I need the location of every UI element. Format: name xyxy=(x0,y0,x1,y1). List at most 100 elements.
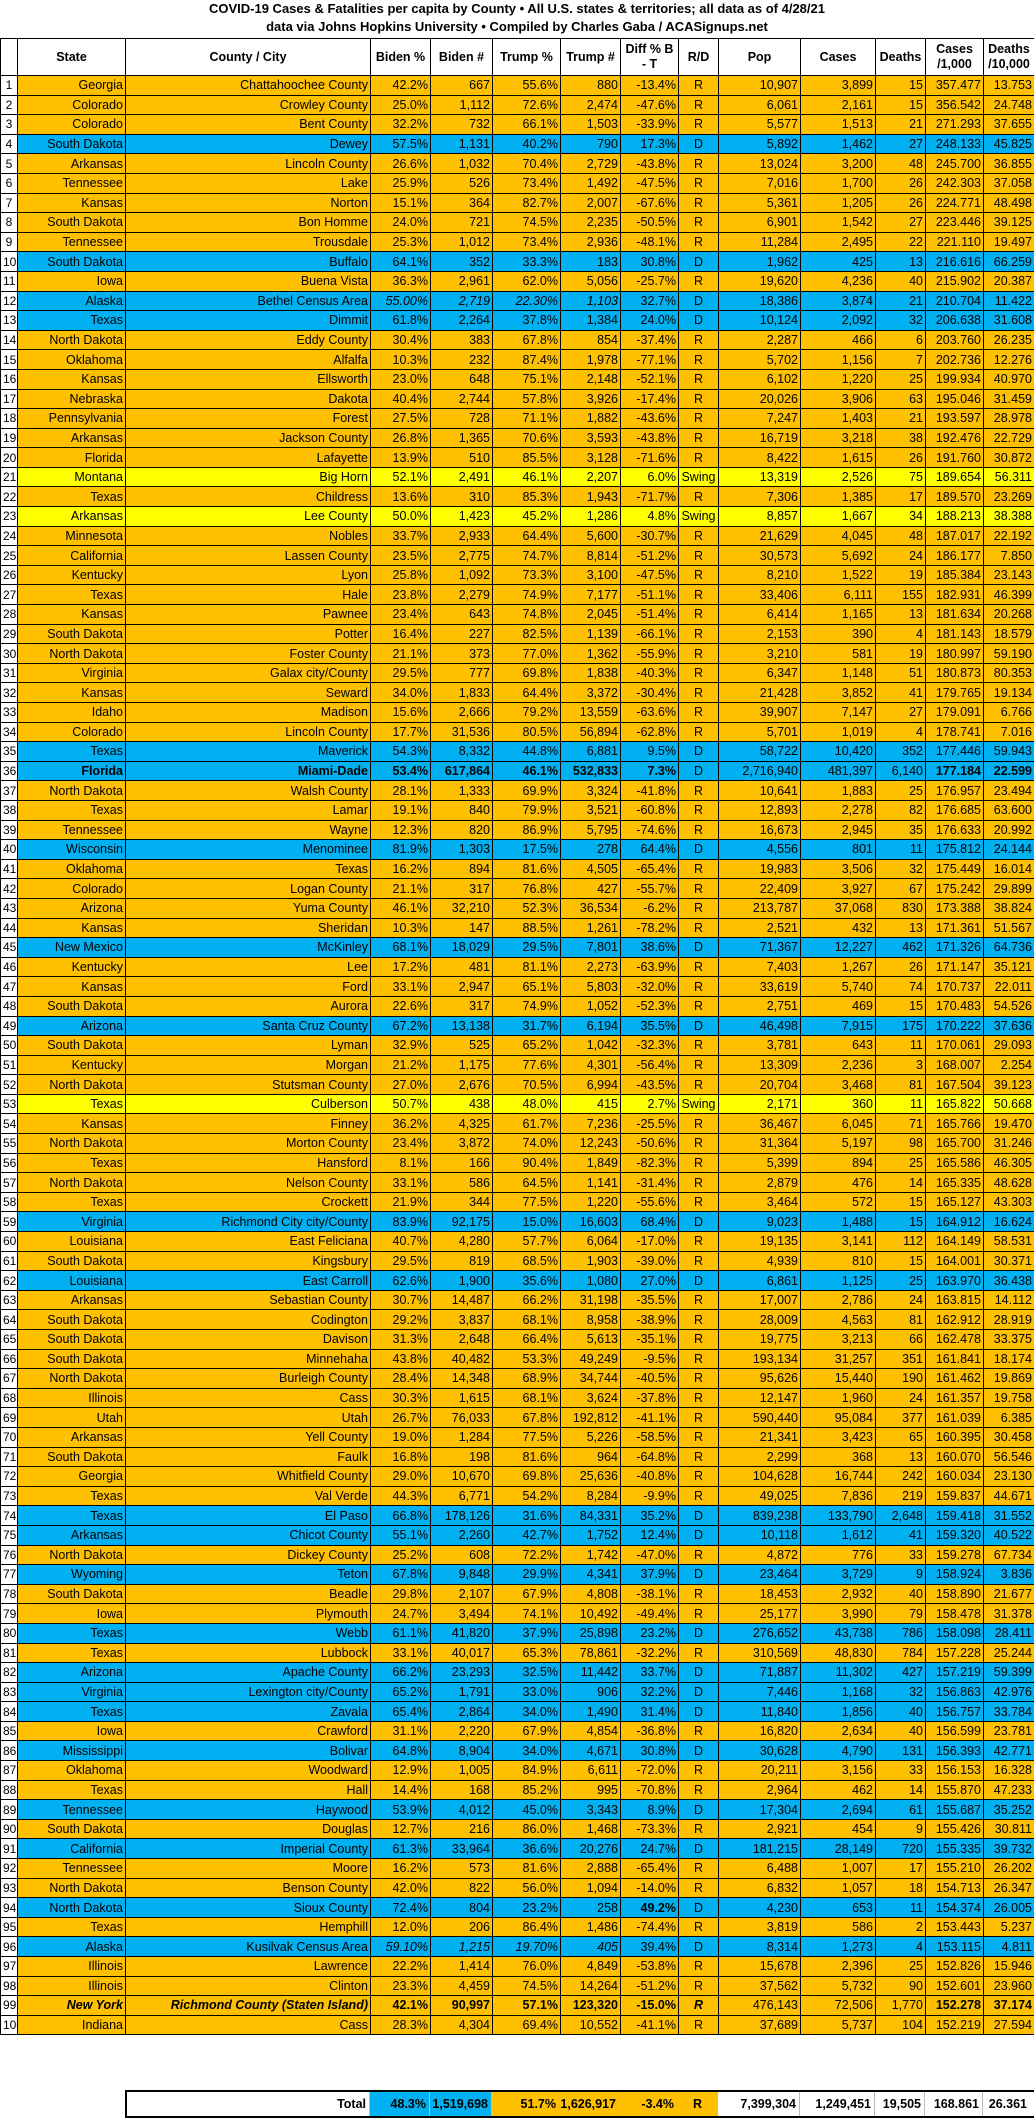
cell-deaths: 33 xyxy=(875,1760,926,1781)
cell-deaths: 25 xyxy=(875,1270,926,1291)
cell-trump-pct: 48.0% xyxy=(492,1093,561,1115)
cell-biden-num: 8,332 xyxy=(430,741,493,762)
cell-state: South Dakota xyxy=(17,1446,126,1468)
table-row: 77 Wyoming Teton 67.8% 9,848 29.9% 4,341 37.9% D… xyxy=(0,1564,1034,1585)
cell-rank: 85 xyxy=(0,1720,18,1742)
cell-rd: R xyxy=(678,604,719,625)
cell-cases: 3,141 xyxy=(800,1231,876,1252)
cell-trump-num: 6,194 xyxy=(560,1015,621,1037)
cell-state: Texas xyxy=(17,1505,126,1526)
cell-pop: 2,921 xyxy=(718,1818,801,1840)
cell-cases-per-1000: 187.017 xyxy=(925,525,984,547)
cell-trump-num: 1,903 xyxy=(560,1250,621,1272)
cell-county: Moore xyxy=(125,1858,371,1879)
cell-biden-num: 13,138 xyxy=(430,1015,493,1037)
cell-rank: 94 xyxy=(0,1897,18,1918)
cell-trump-pct: 86.4% xyxy=(492,1916,561,1938)
cell-cases-per-1000: 206.638 xyxy=(925,310,984,331)
cell-rd: R xyxy=(678,1054,719,1076)
cell-cases-per-1000: 189.654 xyxy=(925,466,984,488)
cell-biden-pct: 16.4% xyxy=(370,623,431,645)
cell-county: Bethel Census Area xyxy=(125,290,371,312)
cell-diff: -73.3% xyxy=(620,1818,679,1840)
cell-cases-per-1000: 180.997 xyxy=(925,643,984,664)
table-row: 10 South Dakota Buffalo 64.1% 352 33.3% 183 30.… xyxy=(0,251,1034,272)
cell-diff: -38.1% xyxy=(620,1583,679,1605)
cell-biden-pct: 68.1% xyxy=(370,937,431,958)
cell-rank: 71 xyxy=(0,1446,18,1468)
cell-rank: 19 xyxy=(0,427,18,449)
cell-biden-pct: 26.8% xyxy=(370,427,431,449)
cell-biden-num: 573 xyxy=(430,1858,493,1879)
cell-trump-num: 10,492 xyxy=(560,1603,621,1624)
cell-pop: 10,907 xyxy=(718,75,801,96)
cell-trump-num: 8,958 xyxy=(560,1309,621,1330)
cell-state: New York xyxy=(17,1995,126,2016)
cell-state: Texas xyxy=(17,1642,126,1664)
cell-state: Minnesota xyxy=(17,525,126,547)
cell-rd: R xyxy=(678,270,719,292)
cell-biden-num: 1,833 xyxy=(430,682,493,703)
cell-biden-num: 40,017 xyxy=(430,1642,493,1664)
cell-deaths: 25 xyxy=(875,780,926,801)
cell-trump-num: 2,007 xyxy=(560,192,621,214)
cell-pop: 11,840 xyxy=(718,1701,801,1722)
cell-biden-pct: 25.9% xyxy=(370,172,431,194)
cell-rank: 76 xyxy=(0,1544,18,1566)
cell-rd: D xyxy=(678,1740,719,1762)
cell-diff: -52.1% xyxy=(620,368,679,390)
cell-deaths-per-10000: 28.411 xyxy=(983,1622,1034,1644)
cell-rank: 57 xyxy=(0,1172,18,1193)
cell-trump-pct: 40.2% xyxy=(492,133,561,155)
cell-deaths: 51 xyxy=(875,662,926,684)
cell-state: North Dakota xyxy=(17,1544,126,1566)
cell-trump-num: 5,613 xyxy=(560,1329,621,1350)
cell-biden-num: 728 xyxy=(430,408,493,429)
cell-diff: 27.0% xyxy=(620,1270,679,1291)
cell-county: Faulk xyxy=(125,1446,371,1468)
cell-deaths-per-10000: 36.855 xyxy=(983,153,1034,174)
cell-trump-pct: 67.8% xyxy=(492,329,561,351)
column-header-deaths-per-10000: Deaths /10,000 xyxy=(983,38,1034,76)
total-rd: R xyxy=(678,2092,718,2116)
cell-cases-per-1000: 357.477 xyxy=(925,75,984,96)
cell-deaths: 75 xyxy=(875,466,926,488)
cell-rank: 89 xyxy=(0,1799,18,1820)
cell-state: Kentucky xyxy=(17,956,126,978)
cell-deaths-per-10000: 43.303 xyxy=(983,1191,1034,1213)
cell-rank: 28 xyxy=(0,604,18,625)
cell-cases: 28,149 xyxy=(800,1838,876,1860)
cell-biden-pct: 12.7% xyxy=(370,1818,431,1840)
cell-biden-num: 40,482 xyxy=(430,1348,493,1370)
cell-pop: 13,024 xyxy=(718,153,801,174)
cell-state: Illinois xyxy=(17,1975,126,1997)
cell-biden-num: 23,293 xyxy=(430,1662,493,1683)
cell-state: Illinois xyxy=(17,1387,126,1409)
cell-cases: 1,220 xyxy=(800,368,876,390)
cell-pop: 5,399 xyxy=(718,1152,801,1174)
cell-cases-per-1000: 156.393 xyxy=(925,1740,984,1762)
cell-diff: 33.7% xyxy=(620,1662,679,1683)
cell-pop: 3,781 xyxy=(718,1035,801,1056)
table-row: 52 North Dakota Stutsman County 27.0% 2,676 7… xyxy=(0,1074,1034,1095)
cell-diff: 38.6% xyxy=(620,937,679,958)
cell-biden-num: 6,771 xyxy=(430,1485,493,1507)
cell-pop: 10,118 xyxy=(718,1524,801,1546)
cell-biden-pct: 12.9% xyxy=(370,1760,431,1781)
cell-diff: -47.5% xyxy=(620,172,679,194)
cell-pop: 2,171 xyxy=(718,1093,801,1115)
cell-trump-pct: 42.7% xyxy=(492,1524,561,1546)
cell-deaths-per-10000: 22.599 xyxy=(983,760,1034,782)
cell-county: Sebastian County xyxy=(125,1289,371,1311)
column-header-cases: Cases xyxy=(800,38,876,76)
cell-cases-per-1000: 248.133 xyxy=(925,133,984,155)
cell-deaths-per-10000: 39.123 xyxy=(983,1074,1034,1095)
cell-biden-num: 168 xyxy=(430,1779,493,1801)
cell-biden-num: 8,904 xyxy=(430,1740,493,1762)
cell-biden-num: 2,961 xyxy=(430,270,493,292)
cell-rd: R xyxy=(678,917,719,939)
cell-diff: 4.8% xyxy=(620,506,679,527)
cell-biden-pct: 53.9% xyxy=(370,1799,431,1820)
cell-diff: -60.8% xyxy=(620,799,679,821)
cell-cases: 7,836 xyxy=(800,1485,876,1507)
